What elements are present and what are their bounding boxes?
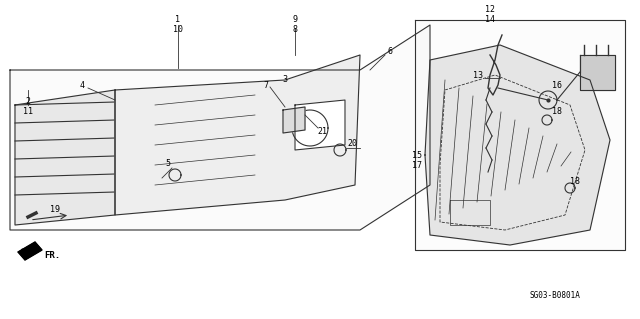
Text: FR.: FR.	[44, 251, 60, 261]
Polygon shape	[295, 100, 345, 150]
Text: 7: 7	[264, 80, 269, 90]
Text: 6: 6	[387, 48, 392, 56]
Polygon shape	[425, 45, 610, 245]
Text: 5: 5	[166, 159, 170, 167]
Polygon shape	[18, 242, 42, 260]
Text: 9: 9	[292, 16, 298, 25]
Text: 1: 1	[175, 16, 180, 25]
Text: 8: 8	[292, 26, 298, 34]
Text: SG03-B0801A: SG03-B0801A	[529, 291, 580, 300]
Polygon shape	[15, 90, 115, 225]
Polygon shape	[115, 55, 360, 215]
Text: 15: 15	[412, 151, 422, 160]
Text: 19: 19	[50, 205, 60, 214]
Text: 16: 16	[552, 81, 562, 91]
Text: 21: 21	[317, 128, 327, 137]
Text: 4: 4	[79, 80, 84, 90]
Text: 17: 17	[412, 160, 422, 169]
Polygon shape	[415, 20, 625, 250]
Text: 20: 20	[347, 138, 357, 147]
Text: 13: 13	[473, 71, 483, 80]
Text: 18: 18	[552, 108, 562, 116]
Text: 12: 12	[485, 5, 495, 14]
Text: 11: 11	[23, 108, 33, 116]
Polygon shape	[283, 107, 305, 133]
Text: 10: 10	[173, 26, 183, 34]
Text: 18: 18	[570, 177, 580, 187]
Text: 14: 14	[485, 16, 495, 25]
Polygon shape	[580, 55, 615, 90]
Polygon shape	[10, 25, 430, 230]
Text: 2: 2	[26, 98, 31, 107]
Text: 3: 3	[282, 76, 287, 85]
